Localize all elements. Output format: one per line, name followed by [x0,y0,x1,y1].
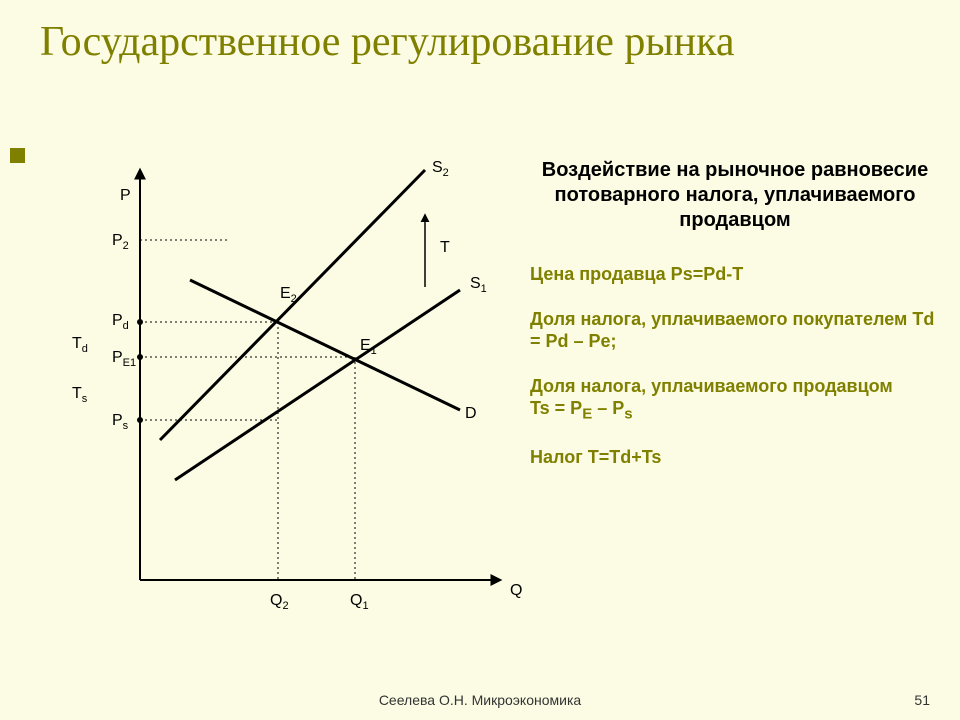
svg-text:P2: P2 [112,232,129,252]
para-seller-price: Цена продавца Ps=Pd-T [530,263,940,286]
para-total-tax: Налог T=Td+Ts [530,446,940,469]
p3-formula: Ts = PE – Ps [530,398,633,418]
page-number: 51 [914,692,930,708]
para-seller-share: Доля налога, уплачиваемого продавцом Ts … [530,375,940,425]
svg-text:Q: Q [510,582,522,599]
right-heading: Воздействие на рыночное равновесие потов… [530,158,940,233]
p3-text: Доля налога, уплачиваемого продавцом [530,376,893,396]
right-panel: Воздействие на рыночное равновесие потов… [530,158,940,491]
slide-title: Государственное регулирование рынка [40,18,735,66]
svg-text:Td: Td [72,335,88,355]
footer-text: Сеелева О.Н. Микроэкономика [0,692,960,708]
svg-text:S2: S2 [432,159,449,179]
chart-area: PQP2PdPE1PsTdTsE1E2S1S2DTQ1Q2 [60,150,520,630]
svg-text:Q1: Q1 [350,592,369,612]
svg-text:Q2: Q2 [270,592,289,612]
svg-text:Ps: Ps [112,412,129,432]
chart-svg: PQP2PdPE1PsTdTsE1E2S1S2DTQ1Q2 [60,150,520,620]
svg-text:Pd: Pd [112,312,129,332]
svg-text:T: T [440,239,450,256]
svg-text:D: D [465,405,477,422]
svg-text:Ts: Ts [72,385,88,405]
bullet-icon [10,148,25,163]
svg-text:PE1: PE1 [112,349,136,369]
svg-text:P: P [120,187,131,204]
svg-text:S1: S1 [470,275,487,295]
para-buyer-share: Доля налога, уплачиваемого покупателем T… [530,308,940,353]
svg-text:E2: E2 [280,285,297,305]
slide: Государственное регулирование рынка P Q P2… [0,0,960,720]
